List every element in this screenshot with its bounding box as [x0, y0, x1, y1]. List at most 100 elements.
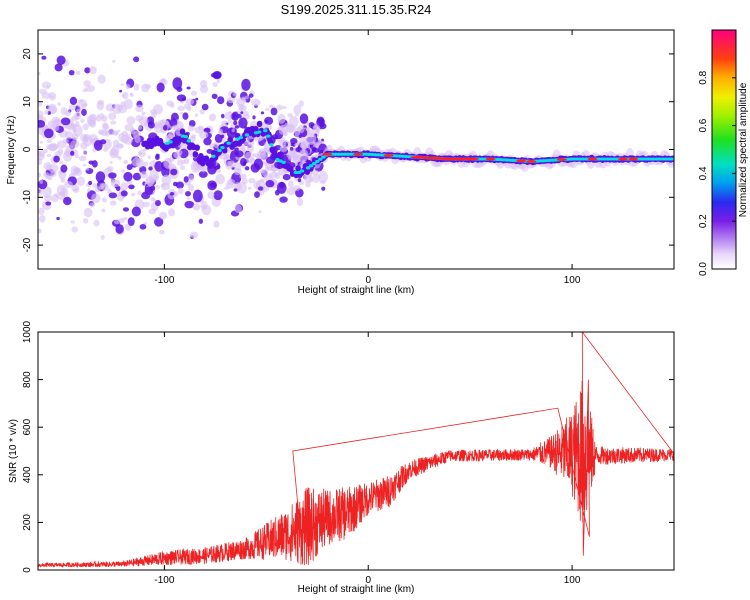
spectrogram-blob: [217, 96, 225, 105]
spectrogram-blob: [44, 109, 49, 115]
ridge-core: [614, 157, 620, 161]
spectrogram-blob: [167, 157, 172, 163]
ridge-peak: [618, 157, 629, 161]
spectrogram-blob: [225, 160, 233, 170]
spectrogram-blob: [308, 176, 314, 183]
spectrogram-blob: [122, 207, 130, 212]
spectrogram-blob: [177, 105, 185, 111]
spectrogram-blob: [68, 69, 75, 76]
spectrogram-blob: [150, 197, 156, 202]
spectrogram-blob: [298, 100, 304, 107]
spectrogram-blob: [173, 151, 180, 159]
spectrogram-blob: [108, 128, 115, 135]
colorbar-tick-label: 0.8: [698, 70, 709, 84]
spectrogram-blob: [95, 116, 102, 122]
ridge-core: [217, 148, 222, 153]
spectrogram-blob: [262, 186, 270, 192]
spectrogram-blob: [41, 55, 47, 60]
ridge-core: [363, 152, 369, 156]
ridge-core: [645, 157, 650, 161]
spectrogram-blob: [123, 136, 133, 145]
ridge-core: [266, 134, 271, 138]
ridge-band: [170, 141, 177, 149]
ridge-core: [584, 157, 589, 161]
spectrogram-blob: [57, 102, 61, 106]
spectrogram-blob: [89, 66, 97, 75]
colorbar-gradient: [712, 30, 736, 269]
ridge-core: [281, 160, 286, 165]
spectrogram-blob: [120, 83, 125, 86]
spectrogram-blob: [318, 122, 327, 130]
spectrogram-blob: [188, 184, 195, 192]
ridge-core: [568, 157, 574, 161]
spectrogram-blob: [296, 198, 304, 207]
spectrogram-blob: [305, 181, 311, 188]
ridge-core: [605, 157, 610, 161]
spectrogram-blob: [138, 125, 143, 130]
ridge-peak: [526, 160, 537, 163]
spectrogram-blob: [183, 158, 190, 165]
spectrogram-blob: [198, 125, 204, 131]
colorbar-tick-label: 0.2: [698, 214, 709, 228]
spectrogram-blob: [265, 120, 269, 124]
spectrogram-blob: [48, 164, 59, 173]
spectrogram-blob: [172, 124, 180, 131]
spectrogram-blob: [255, 153, 261, 159]
spectrogram-blob: [72, 169, 83, 177]
spectrogram-blob: [162, 125, 168, 131]
ridge-core: [336, 152, 341, 156]
spectrogram-blob: [70, 150, 75, 156]
spectrogram-blob: [231, 111, 239, 121]
spectrogram-blob: [279, 196, 288, 203]
spectrogram-blob: [39, 179, 44, 184]
spectrogram-blob: [288, 155, 296, 162]
snr-series-line: [38, 332, 674, 568]
spectrogram-blob: [248, 93, 254, 98]
ridge-core: [321, 155, 326, 159]
spectrogram-blob: [298, 149, 309, 162]
y-tick-label: 10: [22, 96, 33, 108]
spectrogram-blob: [88, 113, 98, 122]
spectrogram-blob: [231, 128, 235, 133]
spectrogram-blob: [148, 208, 157, 215]
ridge-core: [186, 139, 192, 143]
ridge-peak: [556, 158, 567, 162]
spectrogram-blob: [161, 166, 170, 177]
spectrogram-blob: [123, 217, 128, 221]
spectrogram-blob: [73, 188, 79, 194]
spectrogram-blob: [306, 132, 317, 145]
spectrogram-blob: [282, 106, 287, 110]
spectrogram-blob: [199, 79, 208, 88]
spectrogram-blob: [83, 80, 91, 87]
spectrogram-blob: [259, 178, 265, 183]
spectrogram-blob: [72, 133, 79, 140]
spectrogram-blob: [126, 164, 133, 171]
spectrogram-blob: [38, 157, 43, 165]
spectrogram-blob: [254, 191, 260, 199]
spectrogram-blob: [166, 134, 174, 141]
spectrogram-blob: [213, 220, 220, 228]
spectrogram-blob: [93, 219, 100, 227]
spectrogram-blob: [244, 95, 249, 100]
spectrogram-blob: [210, 72, 218, 78]
spectrogram-blob: [149, 185, 156, 191]
spectrogram-blob: [38, 150, 46, 157]
ridge-peak: [516, 159, 527, 163]
ridge-core: [238, 135, 244, 140]
spectrogram-x-ticks: -100 0 100: [154, 30, 581, 286]
spectrogram-blob: [239, 158, 247, 167]
spectrogram-blob: [318, 170, 329, 183]
spectrogram-blob: [151, 111, 157, 118]
spectrogram-blob: [110, 120, 117, 125]
spectrogram-blob: [109, 161, 113, 164]
spectrogram-blob: [234, 125, 240, 129]
spectrogram-blob: [80, 118, 85, 123]
ridge-core: [480, 157, 485, 161]
spectrogram-blob: [294, 142, 299, 146]
colorbar-tick-label: 0.6: [698, 118, 709, 132]
spectrogram-blob: [68, 104, 77, 111]
ridge-core: [477, 157, 482, 161]
spectrogram-blob: [248, 177, 256, 184]
spectrogram-blob: [241, 78, 251, 91]
